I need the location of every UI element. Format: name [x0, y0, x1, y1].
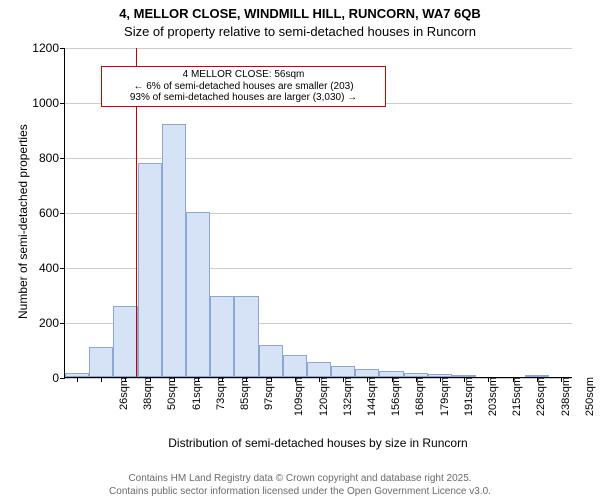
annotation-line-2: ← 6% of semi-detached houses are smaller…: [108, 81, 379, 93]
xtick-mark: [367, 377, 368, 382]
xtick-mark: [125, 377, 126, 382]
histogram-bar: [331, 366, 355, 377]
xtick-mark: [271, 377, 272, 382]
xtick-label: 203sqm: [483, 377, 499, 416]
xtick-label: 97sqm: [259, 377, 275, 410]
histogram-bar: [89, 347, 113, 377]
xtick-mark: [416, 377, 417, 382]
xtick-mark: [513, 377, 514, 382]
xtick-label: 73sqm: [211, 377, 227, 410]
xtick-label: 144sqm: [362, 377, 378, 416]
xtick-label: 250sqm: [580, 377, 596, 416]
ytick-label: 0: [52, 371, 65, 385]
ytick-label: 200: [39, 316, 65, 330]
histogram-bar: [186, 212, 210, 377]
xtick-mark: [488, 377, 489, 382]
xtick-label: 168sqm: [411, 377, 427, 416]
annotation-line-1: 4 MELLOR CLOSE: 56sqm: [108, 69, 379, 81]
xtick-mark: [77, 377, 78, 382]
histogram-bar: [138, 163, 162, 378]
xtick-mark: [246, 377, 247, 382]
xtick-mark: [174, 377, 175, 382]
xtick-mark: [150, 377, 151, 382]
xtick-mark: [222, 377, 223, 382]
xtick-label: 238sqm: [556, 377, 572, 416]
xtick-mark: [537, 377, 538, 382]
xtick-label: 109sqm: [290, 377, 306, 416]
gridline: [65, 48, 572, 49]
gridline: [65, 158, 572, 159]
ytick-label: 400: [39, 261, 65, 275]
attribution-footer: Contains HM Land Registry data © Crown c…: [0, 473, 600, 498]
xtick-mark: [343, 377, 344, 382]
xtick-label: 85sqm: [235, 377, 251, 410]
xtick-label: 215sqm: [507, 377, 523, 416]
xtick-label: 179sqm: [435, 377, 451, 416]
histogram-bar: [307, 362, 331, 377]
footer-line-1: Contains HM Land Registry data © Crown c…: [0, 473, 600, 486]
xtick-mark: [101, 377, 102, 382]
xtick-label: 156sqm: [386, 377, 402, 416]
xtick-mark: [440, 377, 441, 382]
histogram-bar: [283, 355, 307, 377]
xtick-mark: [464, 377, 465, 382]
histogram-bar: [210, 296, 234, 377]
ytick-label: 600: [39, 206, 65, 220]
xtick-label: 50sqm: [163, 377, 179, 410]
ytick-label: 1000: [32, 96, 65, 110]
annotation-line-3: 93% of semi-detached houses are larger (…: [108, 92, 379, 104]
xtick-label: 226sqm: [531, 377, 547, 416]
xtick-mark: [295, 377, 296, 382]
xtick-label: 38sqm: [138, 377, 154, 410]
xtick-mark: [198, 377, 199, 382]
ytick-label: 1200: [32, 41, 65, 55]
annotation-box: 4 MELLOR CLOSE: 56sqm← 6% of semi-detach…: [101, 66, 386, 107]
histogram-bar: [113, 306, 137, 378]
xtick-label: 61sqm: [187, 377, 203, 410]
xtick-label: 26sqm: [114, 377, 130, 410]
xtick-mark: [392, 377, 393, 382]
xtick-label: 191sqm: [459, 377, 475, 416]
histogram-bar: [162, 124, 186, 377]
y-axis-label: Number of semi-detached properties: [16, 124, 30, 319]
chart-title-desc: Size of property relative to semi-detach…: [0, 24, 600, 39]
footer-line-2: Contains public sector information licen…: [0, 486, 600, 499]
histogram-bar: [259, 345, 283, 377]
histogram-bar: [234, 296, 258, 377]
ytick-label: 800: [39, 151, 65, 165]
plot-area: 02004006008001000120026sqm38sqm50sqm61sq…: [64, 48, 572, 378]
x-axis-label: Distribution of semi-detached houses by …: [64, 436, 572, 450]
xtick-label: 120sqm: [314, 377, 330, 416]
xtick-label: 132sqm: [338, 377, 354, 416]
xtick-mark: [319, 377, 320, 382]
chart-title-address: 4, MELLOR CLOSE, WINDMILL HILL, RUNCORN,…: [0, 6, 600, 21]
xtick-mark: [561, 377, 562, 382]
histogram-bar: [355, 369, 379, 377]
